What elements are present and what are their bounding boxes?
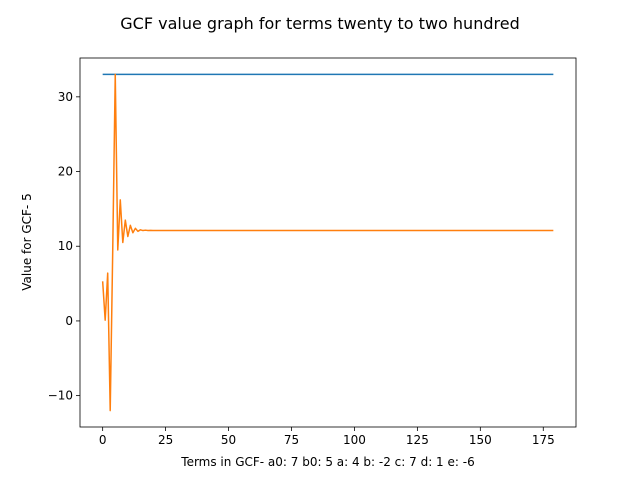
x-tick-label: 175: [532, 433, 555, 447]
axes-layer: 0 25 50 75 100 125 150 175 −10 0 10 20 30: [48, 57, 577, 447]
y-tick-label: 10: [58, 239, 73, 253]
series-layer: [101, 73, 554, 412]
plot-frame: [79, 57, 577, 428]
x-axis-label: Terms in GCF- a0: 7 b0: 5 a: 4 b: -2 c: …: [181, 455, 475, 469]
x-tick-label: 0: [99, 433, 107, 447]
y-tick-label: 20: [58, 165, 73, 179]
y-axis-label: Value for GCF- 5: [20, 193, 34, 291]
x-tick-label: 75: [284, 433, 299, 447]
x-tick-label: 50: [221, 433, 236, 447]
series-line-2: [101, 73, 554, 412]
x-tick-label: 150: [469, 433, 492, 447]
y-tick-label: 0: [65, 314, 73, 328]
x-tick-label: 25: [158, 433, 173, 447]
y-tick-label: −10: [48, 389, 73, 403]
y-tick-label: 30: [58, 90, 73, 104]
x-tick-label: 100: [343, 433, 366, 447]
x-tick-label: 125: [406, 433, 429, 447]
chart-title: GCF value graph for terms twenty to two …: [120, 14, 520, 33]
